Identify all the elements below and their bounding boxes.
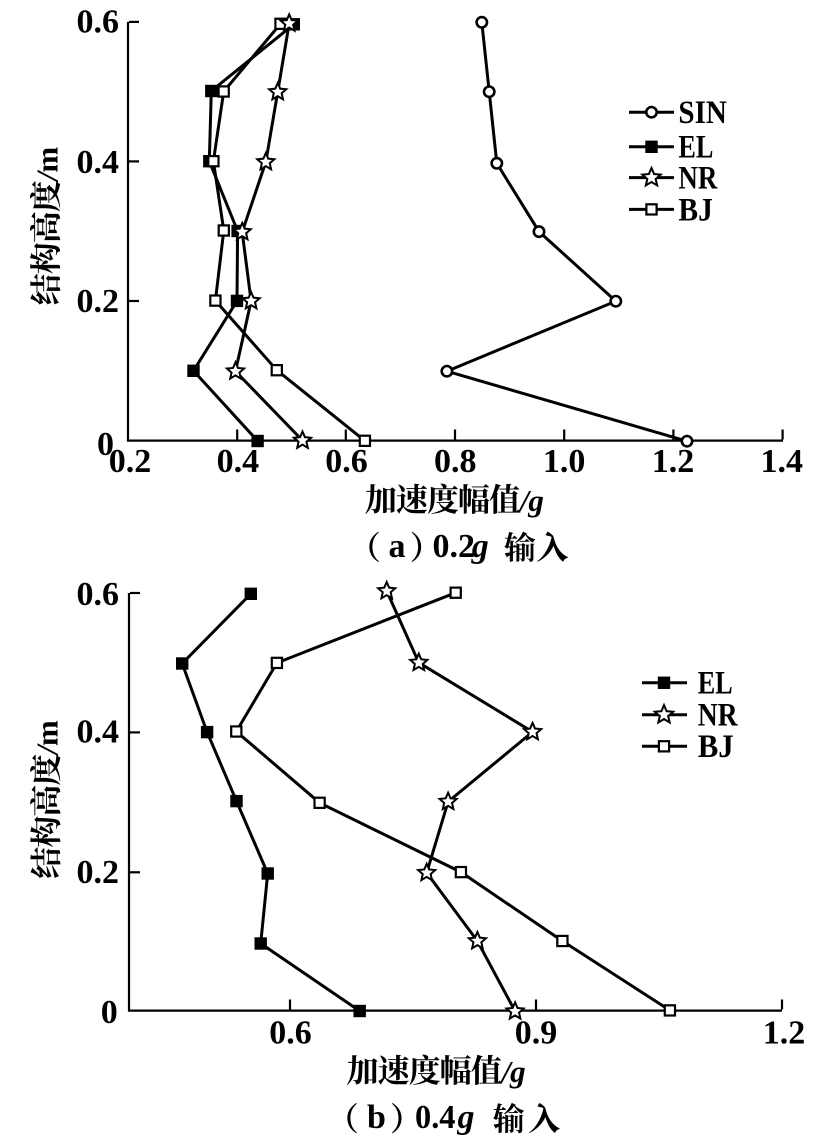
svg-text:0: 0 bbox=[101, 994, 118, 1031]
svg-text:SIN: SIN bbox=[678, 95, 727, 131]
svg-text:EL: EL bbox=[678, 130, 713, 166]
svg-text:0.6: 0.6 bbox=[77, 3, 120, 40]
svg-text:NR: NR bbox=[678, 161, 718, 197]
svg-text:1.2: 1.2 bbox=[763, 1014, 806, 1051]
svg-text:BJ: BJ bbox=[698, 729, 734, 765]
svg-text:1.4: 1.4 bbox=[760, 443, 803, 480]
svg-text:0.6: 0.6 bbox=[77, 576, 120, 613]
svg-text:BJ: BJ bbox=[678, 192, 713, 228]
svg-text:0: 0 bbox=[97, 426, 114, 463]
svg-text:NR: NR bbox=[698, 698, 739, 734]
svg-text:1.2: 1.2 bbox=[652, 443, 695, 480]
svg-text:m: m bbox=[29, 147, 64, 173]
svg-text:g: g bbox=[457, 1099, 475, 1136]
svg-text:/: / bbox=[518, 483, 531, 518]
svg-text:1.0: 1.0 bbox=[543, 443, 586, 480]
svg-text:0.2: 0.2 bbox=[77, 854, 120, 891]
svg-text:0.2: 0.2 bbox=[109, 443, 152, 480]
svg-text:0.8: 0.8 bbox=[434, 443, 477, 480]
svg-text:g: g bbox=[527, 483, 544, 518]
svg-text:0.2: 0.2 bbox=[433, 528, 476, 565]
svg-text:0.9: 0.9 bbox=[515, 1014, 558, 1051]
svg-text:b: b bbox=[367, 1099, 386, 1136]
svg-text:/: / bbox=[30, 743, 65, 756]
svg-text:EL: EL bbox=[698, 666, 733, 702]
svg-text:0.4: 0.4 bbox=[77, 144, 120, 181]
svg-text:m: m bbox=[30, 720, 65, 746]
svg-text:/: / bbox=[29, 170, 64, 183]
svg-text:0.4: 0.4 bbox=[415, 1099, 456, 1136]
svg-text:g: g bbox=[509, 1054, 525, 1089]
svg-text:g: g bbox=[471, 528, 489, 565]
svg-text:0.4: 0.4 bbox=[217, 443, 260, 480]
svg-text:a: a bbox=[389, 528, 406, 565]
svg-text:/: / bbox=[500, 1054, 513, 1089]
svg-text:0.2: 0.2 bbox=[77, 283, 120, 320]
svg-text:0.6: 0.6 bbox=[325, 443, 368, 480]
svg-text:0.4: 0.4 bbox=[77, 714, 120, 751]
svg-text:0.6: 0.6 bbox=[269, 1014, 312, 1051]
